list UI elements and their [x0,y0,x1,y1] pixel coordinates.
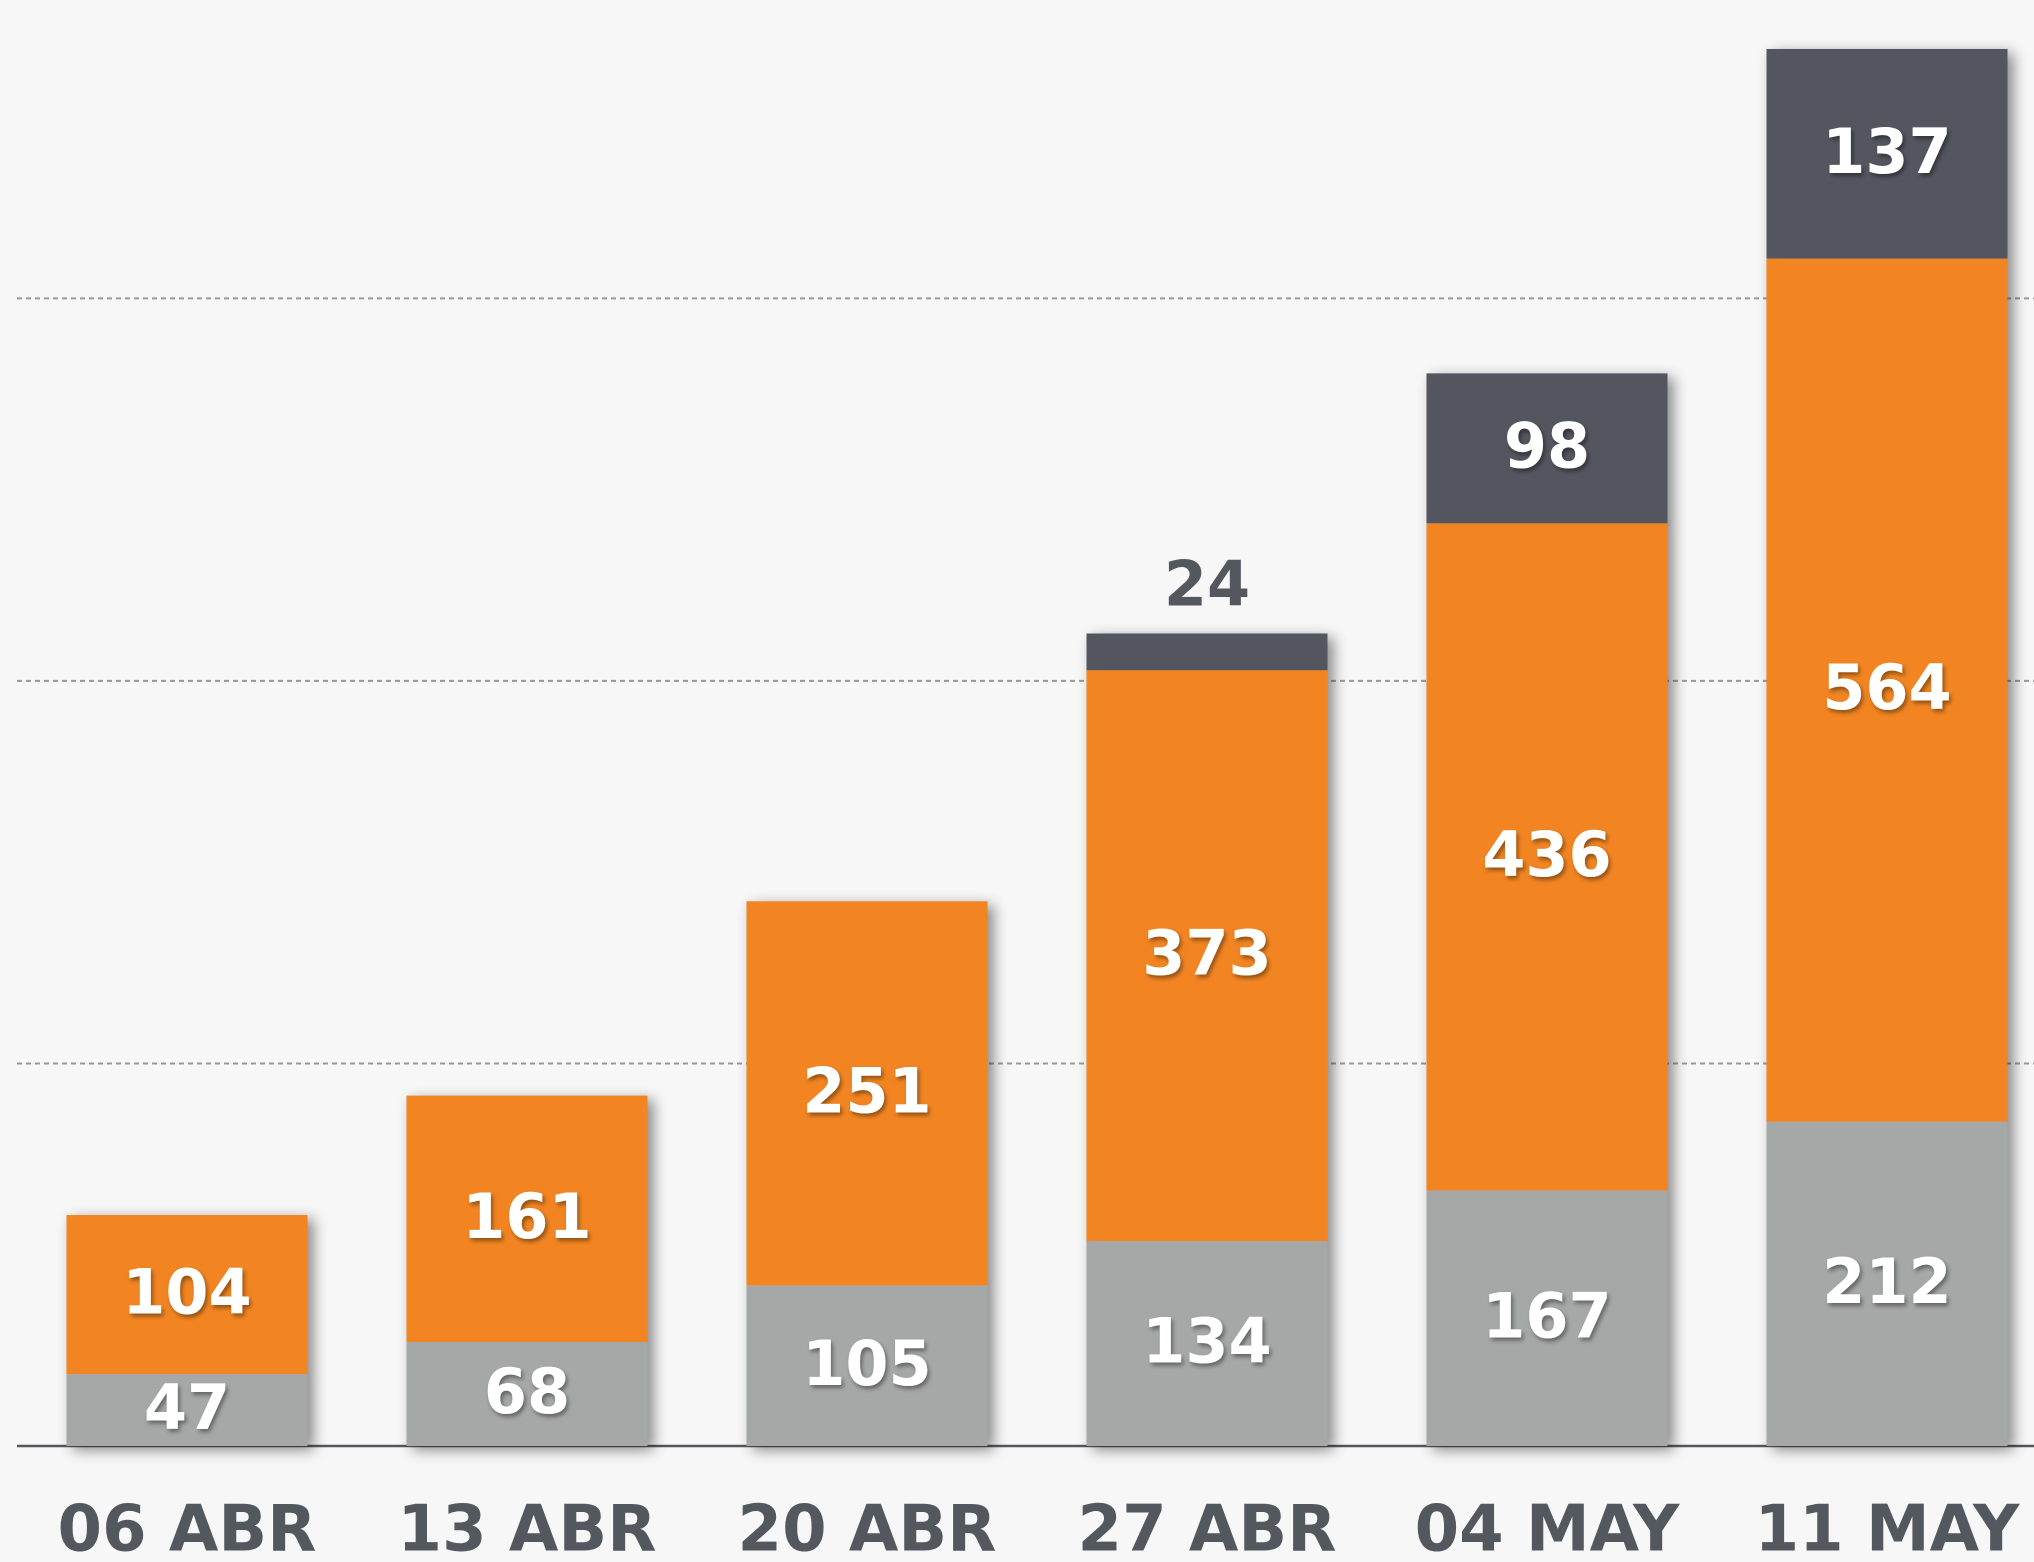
bar-segment [1766,1121,2008,1446]
data-label: 68 [484,1355,570,1428]
bar-stack [746,901,988,1446]
data-label: 47 [144,1371,230,1444]
data-label: 212 [1822,1245,1951,1318]
data-label: 436 [1482,818,1611,891]
bar-segment [746,1285,988,1446]
x-tick-label: 11 MAY [1755,1493,2020,1562]
data-label: 104 [122,1256,251,1329]
x-tick-label: 27 ABR [1078,1493,1337,1562]
bar-segment [1426,523,1668,1191]
data-label: 24 [1164,548,1250,621]
data-label: 161 [462,1180,591,1253]
bar-segment [746,901,988,1286]
data-label: 134 [1142,1305,1271,1378]
bar-segment [1086,670,1328,1241]
data-label: 167 [1482,1279,1611,1352]
data-label: 137 [1822,115,1951,188]
data-label: 251 [802,1054,931,1127]
bar-stack [1426,373,1668,1446]
bar-segment [406,1095,648,1342]
bar-segment [1766,258,2008,1122]
x-tick-label: 20 ABR [738,1493,997,1562]
data-label: 564 [1822,651,1951,724]
data-label: 373 [1142,917,1271,990]
x-tick-label: 04 MAY [1415,1493,1680,1562]
bar-stack [1086,633,1328,1446]
data-label: 105 [802,1327,931,1400]
bar-segment [66,1374,308,1446]
bar-segment [1086,633,1328,671]
bar-segment [1426,1190,1668,1446]
bar-stack [1766,48,2008,1446]
bar-segment [1426,373,1668,524]
bar-segment [1766,48,2008,259]
bar-stack [66,1214,308,1446]
x-tick-label: 06 ABR [58,1493,317,1562]
bar-stack [406,1095,648,1446]
data-label: 98 [1504,409,1590,482]
x-tick-label: 13 ABR [398,1493,657,1562]
bar-segment [1086,1240,1328,1446]
bar-segment [406,1341,648,1446]
bar-segment [66,1214,308,1375]
